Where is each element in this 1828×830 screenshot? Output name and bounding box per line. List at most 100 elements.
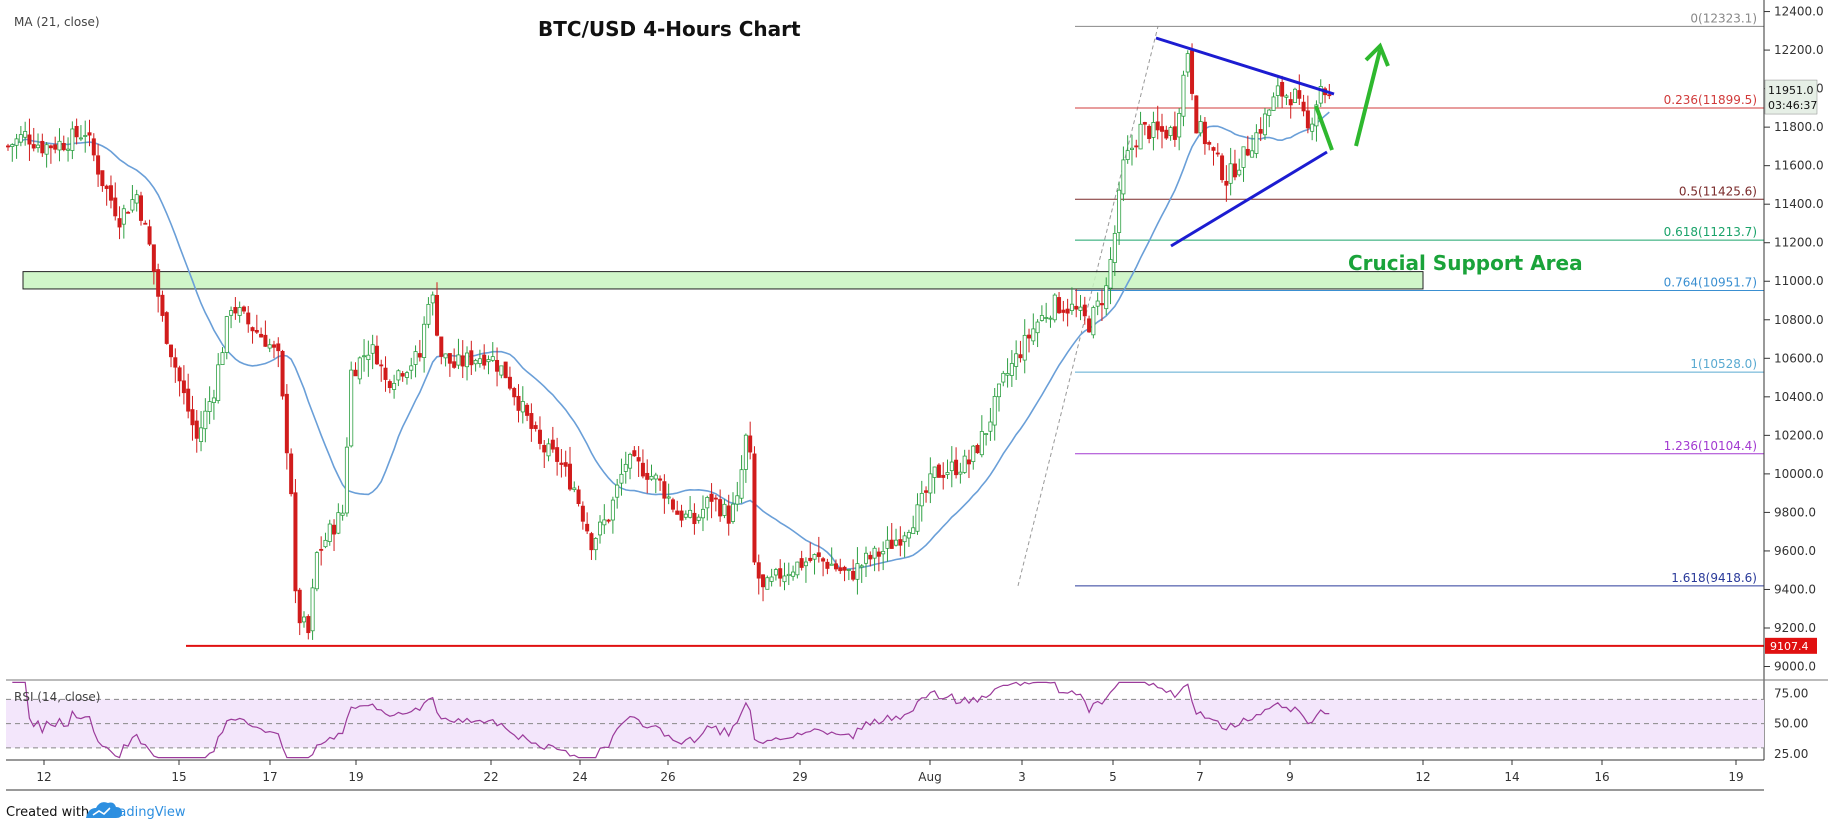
candle <box>1121 146 1126 202</box>
candle <box>773 567 778 581</box>
candle <box>78 125 83 142</box>
candle <box>1267 108 1272 128</box>
candle-body <box>537 429 542 444</box>
candle-body <box>70 128 75 151</box>
price-tick-label: 9000.0 <box>1774 660 1816 674</box>
time-axis[interactable]: 12 15 17 19 22 24 26 29 Aug 3 5 7 9 12 14 16 19 <box>6 759 1764 791</box>
fib-level-label: 1.236(10104.4) <box>1664 439 1757 453</box>
candle-body <box>1241 146 1246 168</box>
candle-body <box>559 462 564 465</box>
footer-brand[interactable]: TradingView <box>106 805 186 820</box>
candle <box>662 474 667 514</box>
candle-body <box>1271 96 1276 111</box>
candle <box>979 415 984 458</box>
candle <box>1271 92 1276 111</box>
candle-body <box>1262 113 1267 136</box>
candle <box>936 463 941 478</box>
time-tick-label: 16 <box>1594 770 1609 784</box>
candle-body <box>1074 305 1079 310</box>
price-axis[interactable]: 9000.0 9200.0 9400.0 9600.0 9800.0 10000.0 102… <box>1763 0 1824 760</box>
rsi-line-layer <box>12 681 1330 759</box>
candle-body <box>263 334 268 347</box>
candle <box>1142 121 1147 136</box>
time-tick-label: 14 <box>1504 770 1519 784</box>
candle <box>765 575 770 590</box>
time-tick-label: Aug <box>918 770 941 784</box>
candle-body <box>718 499 723 517</box>
candle <box>460 340 465 379</box>
candle-body <box>640 462 645 477</box>
candle-body <box>482 354 487 366</box>
candle <box>302 611 307 628</box>
candle-body <box>666 496 671 499</box>
candle-body <box>619 473 624 484</box>
candle <box>400 370 405 382</box>
candle-body <box>224 316 229 353</box>
breakdown-swing-arrow <box>1314 105 1334 151</box>
candle <box>1138 111 1143 150</box>
candle <box>700 495 705 532</box>
candle <box>40 133 45 157</box>
candle-body <box>1284 95 1289 98</box>
candle <box>971 444 976 470</box>
candle <box>1211 146 1216 166</box>
candle <box>615 478 620 509</box>
candle-body <box>48 145 53 149</box>
candle-body <box>297 589 302 624</box>
candle-body <box>692 512 697 525</box>
candle <box>250 326 255 344</box>
candle-body <box>773 569 778 576</box>
candle-body <box>392 382 397 390</box>
fib-level-label: 1(10528.0) <box>1690 357 1757 371</box>
candle-body <box>254 329 259 333</box>
candle <box>323 532 328 549</box>
candle <box>507 366 512 391</box>
candle-body <box>14 138 19 146</box>
tradingview-footer[interactable]: Created with TradingView <box>6 802 186 820</box>
rsi-pane[interactable]: 75.00 50.00 25.00 RSI (14, close) <box>6 681 1808 761</box>
candle-body <box>91 138 96 156</box>
candle-body <box>53 144 58 150</box>
candle <box>1091 305 1096 339</box>
candle <box>846 568 851 581</box>
candle <box>589 531 594 560</box>
candle <box>1125 135 1130 164</box>
rsi-tick-label: 50.00 <box>1774 717 1808 731</box>
candle-body <box>310 587 315 632</box>
candle <box>130 184 135 213</box>
candle <box>349 361 354 448</box>
candle <box>147 219 152 247</box>
candle-body <box>340 512 345 516</box>
candle <box>104 184 109 206</box>
price-pane[interactable]: 0(12323.1) 0.236(11899.5) 0.5(11425.6) 0.61… <box>6 0 1764 680</box>
candle <box>812 553 817 575</box>
candle <box>1198 115 1203 137</box>
candle <box>207 386 212 425</box>
candle <box>87 119 92 147</box>
candle <box>57 128 62 162</box>
candle-body <box>61 143 66 151</box>
candle <box>1027 328 1032 353</box>
candle-body <box>400 373 405 377</box>
candle <box>143 220 148 225</box>
candle-body <box>404 372 409 378</box>
ma-indicator-label[interactable]: MA (21, close) <box>14 15 100 29</box>
candle-body <box>1288 99 1293 106</box>
candle-body <box>610 499 615 521</box>
candle-body <box>495 359 500 372</box>
candle-body <box>520 401 525 413</box>
candle-body <box>992 396 997 426</box>
candle <box>636 446 641 477</box>
candle <box>743 433 748 483</box>
candle <box>795 561 800 579</box>
candle <box>520 386 525 424</box>
candle <box>413 345 418 378</box>
candle <box>1031 313 1036 345</box>
candle <box>177 365 182 397</box>
candle-body <box>636 457 641 462</box>
rsi-indicator-label[interactable]: RSI (14, close) <box>14 690 100 704</box>
candle <box>61 135 66 152</box>
candle <box>731 492 736 524</box>
